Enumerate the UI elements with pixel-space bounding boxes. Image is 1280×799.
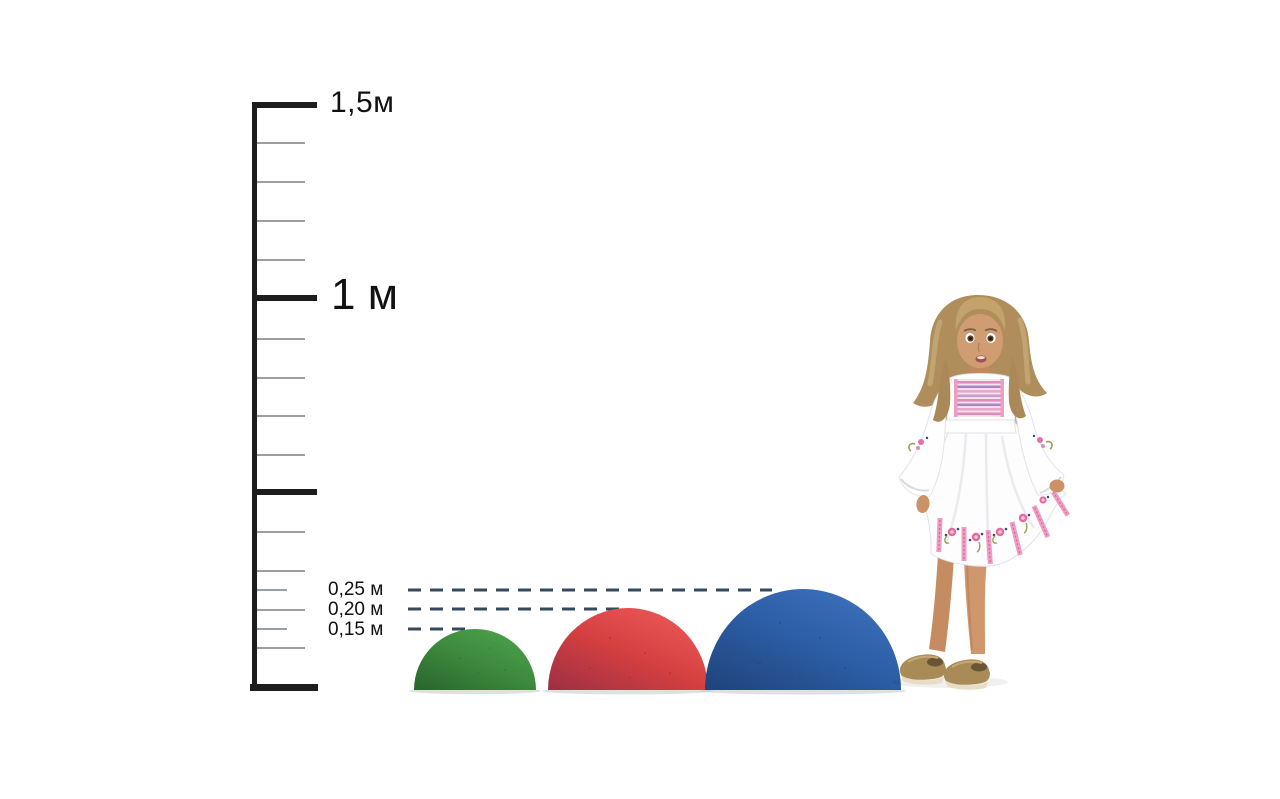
ruler-tick-minor: [257, 142, 305, 144]
ruler-tick-minor: [257, 454, 305, 456]
sleeve-embroidery: [908, 436, 929, 452]
ruler-baseline: [250, 684, 318, 691]
ruler-tick-minor: [257, 220, 305, 222]
green-dome-speckles: [459, 647, 506, 674]
ruler-tick-minor: [257, 415, 305, 417]
ruler-line: [252, 102, 257, 691]
ruler-label-1-5m: 1,5м: [330, 86, 395, 119]
height-label-0-15m: 0,15 м: [328, 619, 384, 640]
ruler-tick-1m: [252, 295, 317, 301]
face: [955, 297, 1006, 382]
red-dome: [548, 608, 708, 690]
red-dome-speckles: [589, 637, 671, 679]
domes-graphic: [408, 588, 906, 695]
ruler-tick-minor: [257, 338, 305, 340]
blue-dome-speckles: [759, 622, 846, 679]
ruler-label-1m: 1 м: [331, 270, 398, 319]
ruler-tick-minor: [257, 259, 305, 261]
ruler-tick-0-25m: [257, 589, 287, 591]
clog-shoes: [899, 654, 990, 690]
ruler-tick-minor: [257, 531, 305, 533]
ruler-tick-minor: [257, 609, 305, 611]
right-hand: [1049, 479, 1065, 493]
smocked-panel: [954, 379, 1004, 417]
ruler-tick-1-5m: [252, 102, 317, 108]
height-label-0-20m: 0,20 м: [328, 599, 384, 620]
ruler-tick-0-15m: [257, 628, 287, 630]
ruler-tick-0-5m: [252, 489, 317, 495]
green-dome: [414, 629, 536, 690]
blue-dome: [705, 589, 901, 690]
ruler-tick-minor: [257, 377, 305, 379]
ruler-tick-minor: [257, 647, 305, 649]
hair-front-strands: [933, 356, 1026, 422]
legs: [929, 554, 987, 654]
hem-flowers: [944, 495, 1050, 553]
hem-embroidery: [936, 488, 1071, 565]
height-label-0-25m: 0,25 м: [328, 579, 384, 600]
left-hand: [916, 495, 930, 513]
ruler-tick-minor: [257, 570, 305, 572]
child-photo: [892, 295, 1071, 690]
sleeve-embroidery: [1032, 434, 1053, 450]
ruler-tick-minor: [257, 181, 305, 183]
dress: [898, 373, 1071, 567]
